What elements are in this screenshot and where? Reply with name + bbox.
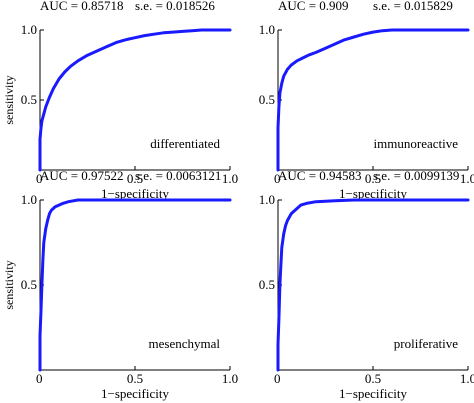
x-axis-label: 1−specificity (101, 386, 169, 401)
y-tick-label: 0.5 (259, 277, 275, 292)
roc-curve (276, 28, 470, 172)
standard-error: s.e. = 0.0099139 (373, 168, 459, 183)
x-axis-label: 1−specificity (101, 186, 169, 201)
standard-error: s.e. = 0.0063121 (135, 168, 221, 183)
roc-panel-immunoreactive: 0 0.5 1.0 0.5 1.0 1−specificity AUC = 0.909 s.e… (259, 0, 474, 201)
roc-panel-differentiated: 0 0.5 1.0 0.5 1.0 1−specificity sensitivity AUC… (2, 0, 238, 201)
roc-panel-proliferative: 0 0.5 1.0 0.5 1.0 1−specificity AUC = 0.94583 s… (259, 168, 474, 401)
roc-panel-mesenchymal: 0 0.5 1.0 0.5 1.0 1−specificity sensitivity AUC… (2, 168, 238, 401)
y-tick-label: 1.0 (259, 192, 275, 207)
x-tick-label: 0.5 (365, 171, 381, 186)
x-axis-label: 1−specificity (339, 186, 407, 201)
x-tick-label: 0 (36, 171, 43, 186)
auc-value: AUC = 0.97522 (40, 168, 124, 183)
y-tick-label: 0.5 (21, 92, 37, 107)
y-tick-label: 0.5 (21, 277, 37, 292)
standard-error: s.e. = 0.015829 (373, 0, 453, 13)
panel-label: proliferative (394, 336, 458, 351)
y-axis-label: sensitivity (2, 260, 16, 309)
auc-value: AUC = 0.94583 (278, 168, 362, 183)
panel-label: immunoreactive (374, 136, 459, 151)
standard-error: s.e. = 0.018526 (135, 0, 215, 13)
x-tick-label: 0.5 (365, 371, 381, 386)
auc-value: AUC = 0.85718 (40, 0, 124, 13)
roc-curve (38, 198, 232, 372)
roc-curve (276, 198, 470, 372)
y-axis-label: sensitivity (2, 75, 16, 124)
x-tick-label: 0 (274, 371, 281, 386)
x-tick-label: 1.0 (222, 171, 238, 186)
panel-label: mesenchymal (149, 336, 221, 351)
roc-curve (38, 28, 232, 172)
x-tick-label: 1.0 (460, 171, 474, 186)
x-axis-label: 1−specificity (339, 386, 407, 401)
x-tick-label: 1.0 (460, 371, 474, 386)
y-tick-label: 1.0 (259, 22, 275, 37)
auc-value: AUC = 0.909 (278, 0, 349, 13)
y-tick-label: 1.0 (21, 22, 37, 37)
y-tick-label: 0.5 (259, 92, 275, 107)
x-tick-label: 0 (36, 371, 43, 386)
panel-label: differentiated (150, 136, 220, 151)
x-tick-label: 0 (274, 171, 281, 186)
x-tick-label: 1.0 (222, 371, 238, 386)
x-tick-label: 0.5 (127, 171, 143, 186)
y-tick-label: 1.0 (21, 192, 37, 207)
x-tick-label: 0.5 (127, 371, 143, 386)
